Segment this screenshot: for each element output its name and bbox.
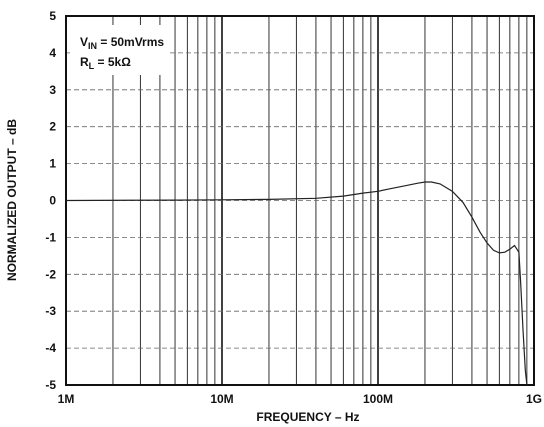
rl-annotation: RL = 5kΩ [80,55,131,71]
x-tick-label: 1G [526,392,542,406]
y-tick-label: 0 [49,194,56,208]
y-tick-label: -1 [45,230,56,244]
y-tick-label: 5 [49,9,56,23]
y-tick-label: 3 [49,83,56,97]
annotation-box: VIN = 50mVrms RL = 5kΩ [70,25,170,75]
x-tick-label: 100M [363,392,393,406]
y-axis-title: NORMALIZED OUTPUT – dB [5,119,19,281]
chart-grid [66,16,534,385]
y-tick-label: -2 [45,267,56,281]
y-tick-labels: 5 4 3 2 1 0 -1 -2 -3 -4 -5 [45,9,56,392]
vin-annotation: VIN = 50mVrms [80,35,164,51]
y-tick-label: 2 [49,120,56,134]
y-tick-label: -5 [45,378,56,392]
x-tick-label: 10M [210,392,233,406]
x-axis-title: FREQUENCY – Hz [256,410,359,424]
x-tick-labels: 1M 10M 100M 1G [58,392,542,406]
y-tick-label: -4 [45,341,56,355]
y-tick-label: 4 [49,46,56,60]
response-curve [65,181,528,386]
y-tick-label: -3 [45,304,56,318]
x-tick-label: 1M [58,392,75,406]
y-tick-label: 1 [49,157,56,171]
